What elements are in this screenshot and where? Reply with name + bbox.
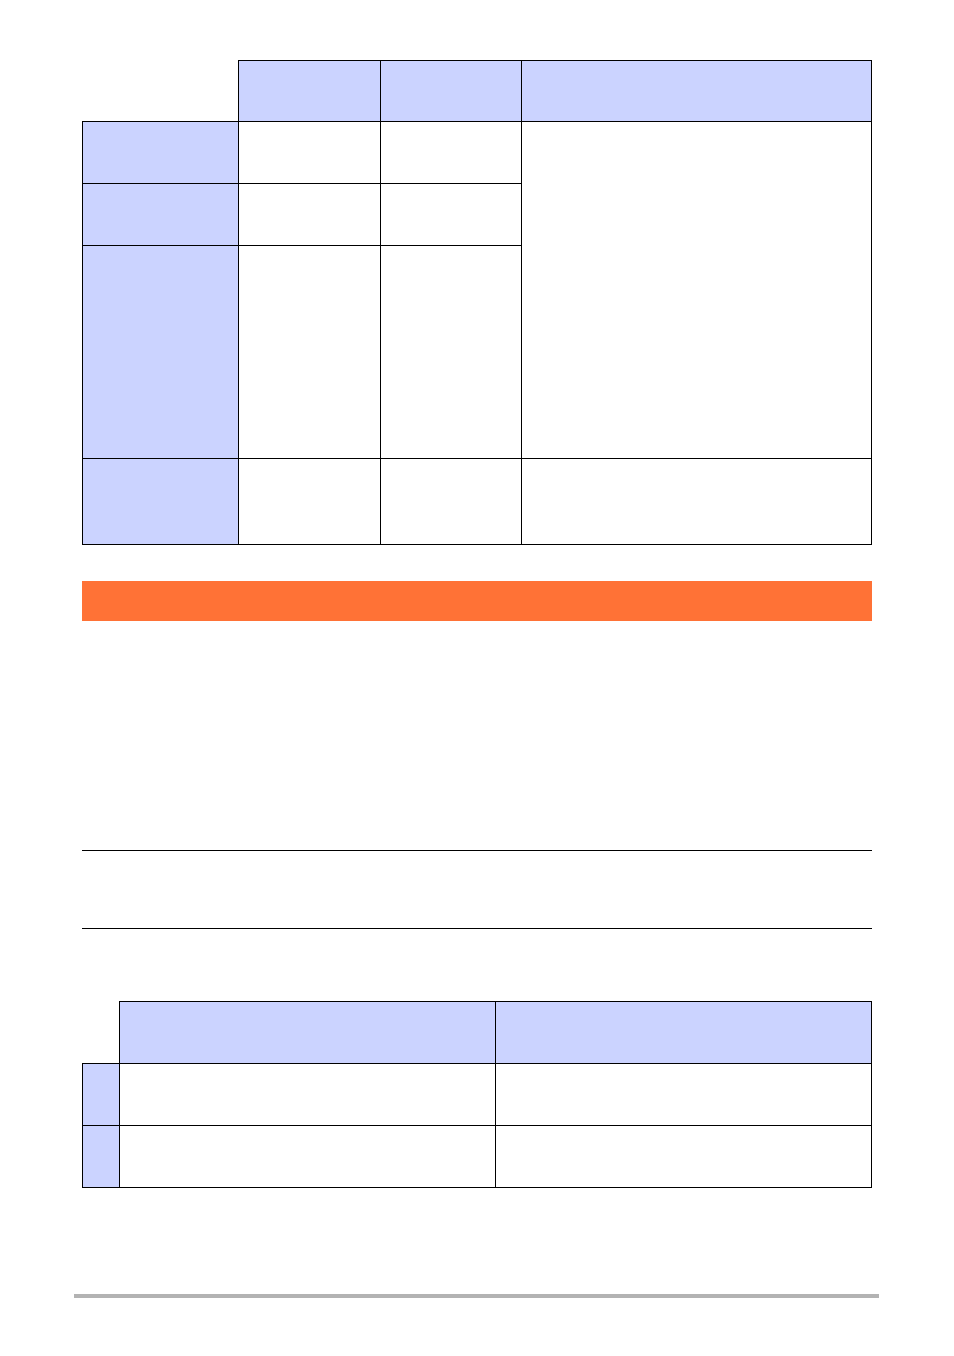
table-1-cell: [238, 245, 381, 459]
table-1-cell: [521, 458, 872, 545]
table-1-row-header: [82, 121, 239, 184]
table-2-cell: [495, 1125, 872, 1188]
table-1-merged-cell: [521, 121, 872, 459]
divider-bottom: [82, 928, 872, 929]
table-1-header-cell: [521, 60, 872, 122]
table-2-cell: [119, 1063, 496, 1126]
table-1-cell: [238, 183, 381, 246]
table-2-header-cell: [495, 1001, 872, 1064]
table-1-cell: [380, 458, 522, 545]
table-2-row-header: [82, 1063, 120, 1126]
table-1-cell: [380, 245, 522, 459]
footer-rule: [74, 1294, 879, 1298]
table-1-row-header: [82, 245, 239, 459]
table-1-header-cell: [238, 60, 381, 122]
table-2-cell: [119, 1125, 496, 1188]
table-2-cell: [495, 1063, 872, 1126]
table-2-row-header: [82, 1125, 120, 1188]
divider-top: [82, 850, 872, 851]
table-1-row-header: [82, 183, 239, 246]
table-1-row-header: [82, 458, 239, 545]
table-1-cell: [238, 121, 381, 184]
table-2-header-cell: [119, 1001, 496, 1064]
table-1-cell: [380, 183, 522, 246]
table-1-cell: [380, 121, 522, 184]
section-banner: [82, 581, 872, 621]
table-1-header-cell: [380, 60, 522, 122]
table-1-cell: [238, 458, 381, 545]
